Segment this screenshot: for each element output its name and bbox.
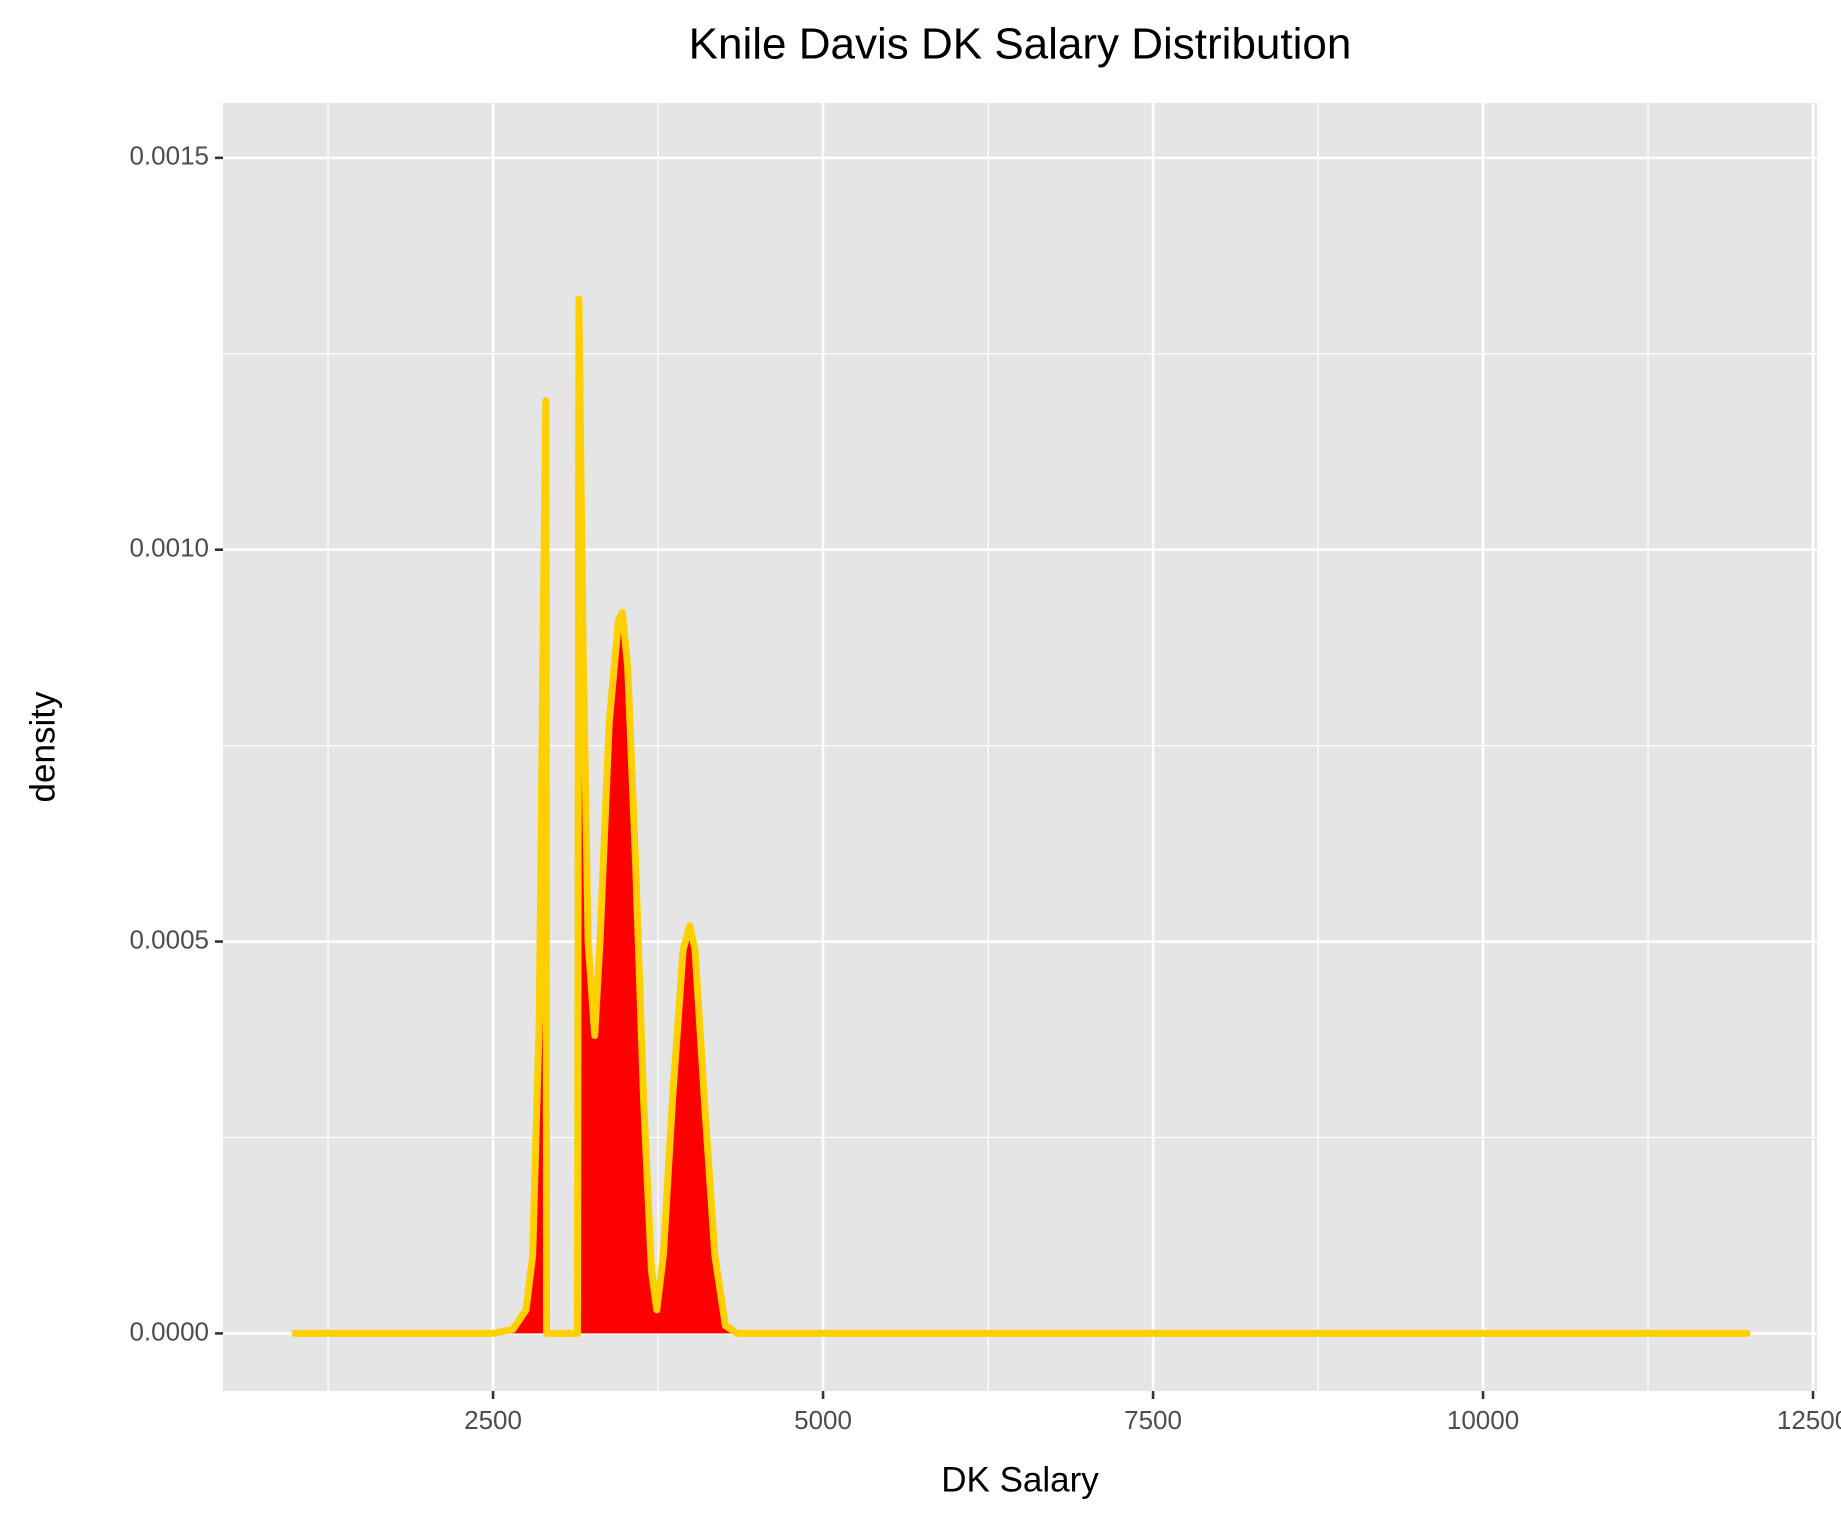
y-tick-label: 0.0015 (129, 141, 209, 171)
x-axis-label: DK Salary (941, 1460, 1099, 1499)
x-tick-label: 10000 (1447, 1405, 1519, 1435)
y-tick-label: 0.0010 (129, 533, 209, 563)
x-tick-label: 2500 (464, 1405, 522, 1435)
density-line (291, 295, 1751, 1337)
y-tick-label: 0.0000 (129, 1316, 209, 1346)
y-tick-label: 0.0005 (129, 924, 209, 954)
y-axis-label: density (23, 691, 62, 802)
x-tick-label: 5000 (794, 1405, 852, 1435)
panel (223, 103, 1817, 1391)
x-tick-label: 7500 (1124, 1405, 1182, 1435)
chart-title: Knile Davis DK Salary Distribution (689, 20, 1352, 69)
